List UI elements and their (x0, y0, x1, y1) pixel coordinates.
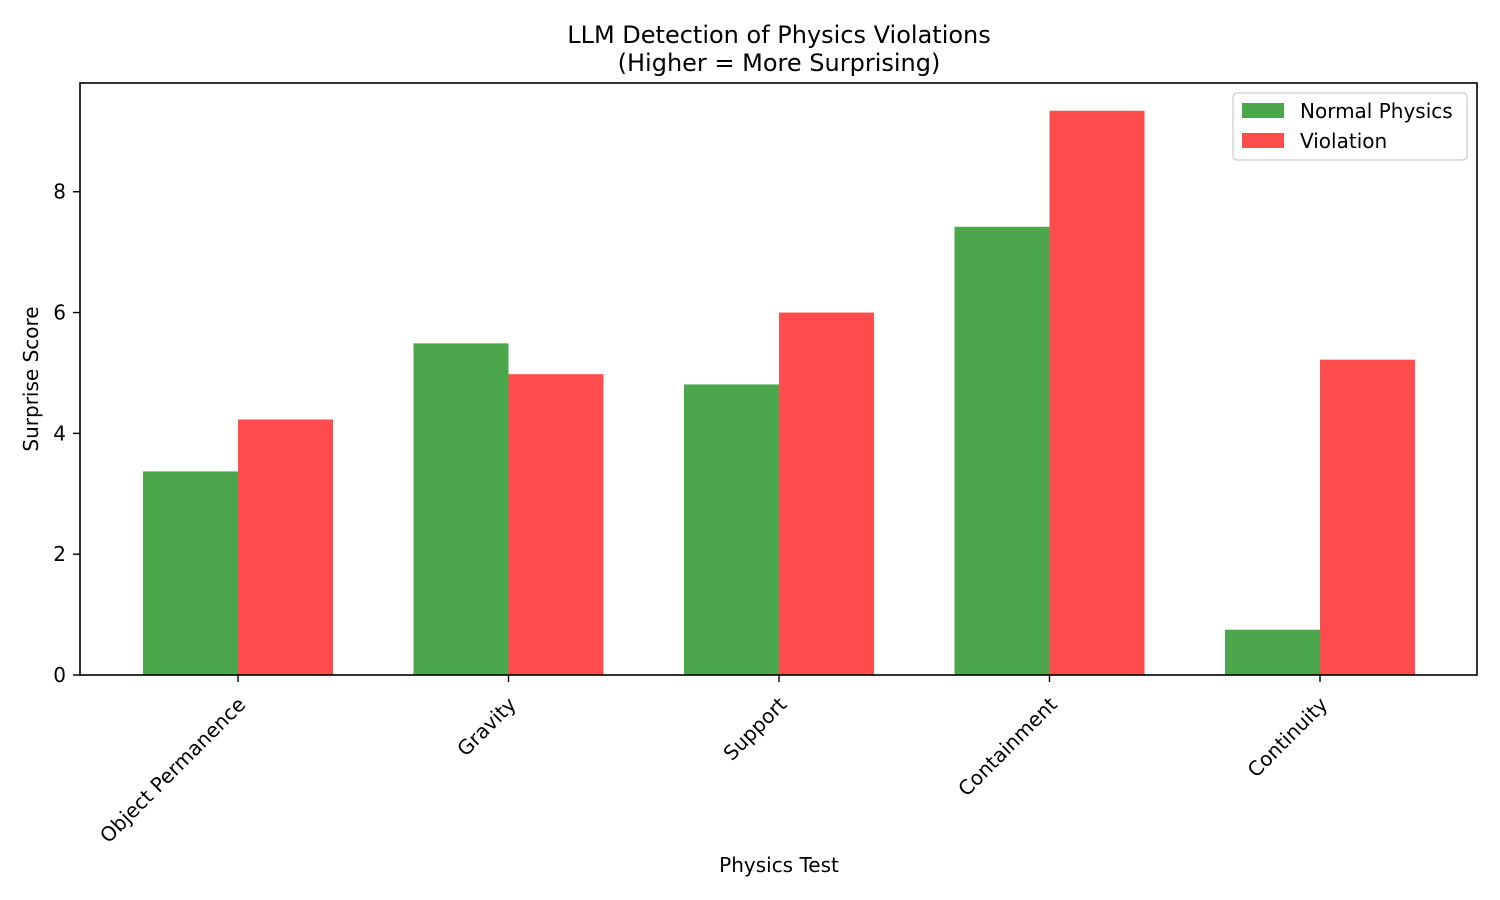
x-tick-label-object-permanence: Object Permanence (95, 692, 250, 847)
bar-normal-physics-containment (954, 226, 1050, 675)
bar-violation-support (779, 312, 874, 675)
legend: Normal Physics Violation (1232, 92, 1468, 161)
bar-normal-physics-gravity (413, 343, 509, 675)
chart-subtitle: (Higher = More Surprising) (618, 49, 941, 77)
x-tick-label-continuity: Continuity (1243, 692, 1333, 782)
x-tick-label-containment: Containment (953, 692, 1062, 801)
x-tick-label-gravity: Gravity (452, 692, 521, 761)
legend-label-violation: Violation (1300, 129, 1387, 153)
y-tick-label: 8 (53, 180, 66, 204)
bar-normal-physics-object-permanence (143, 471, 238, 675)
y-axis-ticks: 0 2 4 6 8 (53, 180, 80, 687)
bar-normal-physics-continuity (1225, 629, 1320, 675)
legend-label-normal-physics: Normal Physics (1300, 99, 1453, 123)
legend-swatch-normal-physics (1242, 103, 1284, 118)
x-axis-label: Physics Test (719, 853, 839, 877)
y-tick-label: 2 (53, 542, 66, 566)
bars-layer (143, 110, 1415, 675)
bar-violation-containment (1049, 110, 1145, 675)
y-axis-label: Surprise Score (19, 306, 43, 451)
chart-title: LLM Detection of Physics Violations (567, 21, 991, 49)
legend-swatch-violation (1242, 133, 1284, 148)
y-tick-label: 4 (53, 421, 66, 445)
x-axis-ticks: Object Permanence Gravity Support Containme… (95, 675, 1332, 848)
bar-violation-object-permanence (238, 419, 333, 675)
x-tick-label-support: Support (718, 692, 791, 765)
y-tick-label: 6 (53, 301, 66, 325)
bar-violation-continuity (1320, 359, 1415, 675)
bar-normal-physics-support (684, 384, 779, 675)
y-tick-label: 0 (53, 663, 66, 687)
bar-violation-gravity (508, 374, 604, 675)
legend-frame (1232, 92, 1468, 161)
